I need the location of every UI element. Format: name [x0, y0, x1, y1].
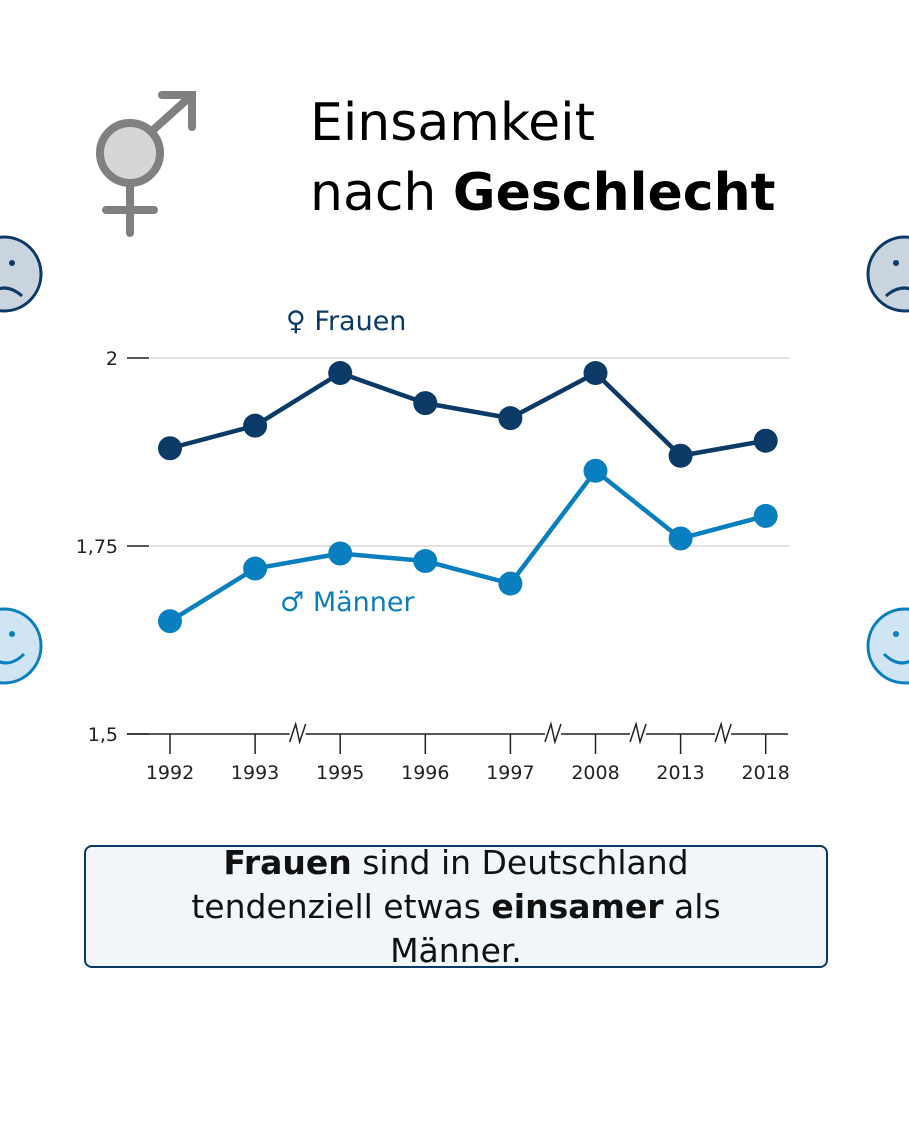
data-point-männer-2018: [753, 503, 778, 528]
x-tick-label: 1993: [231, 762, 279, 784]
y-tick-label: 1,75: [76, 536, 118, 558]
data-point-frauen-1993: [243, 413, 268, 438]
data-point-männer-2008: [583, 458, 608, 483]
x-tick-label: 1995: [316, 762, 364, 784]
data-point-männer-1996: [413, 549, 438, 574]
y-tick-label: 1,5: [88, 724, 118, 746]
sad-face-icon: [0, 235, 43, 313]
x-axis: [127, 721, 788, 745]
data-point-frauen-2013: [668, 443, 693, 468]
data-point-frauen-1995: [328, 361, 353, 386]
title-line-1: Einsamkeit: [310, 93, 595, 153]
data-point-männer-1997: [498, 571, 523, 596]
happy-face-icon: [0, 607, 43, 685]
happy-face-icon: [866, 607, 909, 685]
legend-frauen: ♀ Frauen: [286, 306, 406, 337]
x-tick-label: 2018: [742, 762, 790, 784]
page-title: Einsamkeit nach Geschlecht: [310, 88, 775, 228]
x-tick-label: 2008: [571, 762, 619, 784]
data-point-männer-2013: [668, 526, 693, 551]
data-point-männer-1993: [243, 556, 268, 581]
data-point-männer-1992: [158, 609, 182, 634]
legend-maenner: ♂ Männer: [280, 587, 415, 618]
data-point-frauen-1996: [413, 391, 438, 416]
y-tick-label: 2: [106, 348, 118, 370]
data-point-frauen-1992: [158, 436, 182, 461]
series-line-männer: [168, 468, 767, 624]
x-tick-label: 1992: [146, 762, 194, 784]
x-tick-label: 1997: [486, 762, 534, 784]
series-line-frauen: [169, 370, 767, 459]
x-tick-label: 2013: [656, 762, 704, 784]
data-point-frauen-2008: [583, 361, 608, 386]
x-tick-label: 1996: [401, 762, 449, 784]
data-point-frauen-2018: [753, 428, 778, 453]
data-point-männer-1995: [328, 541, 353, 566]
summary-box: Frauen sind in Deutschland tendenziell e…: [84, 843, 828, 970]
data-point-frauen-1997: [498, 406, 523, 431]
title-line-2: nach Geschlecht: [310, 163, 776, 223]
gender-symbol-icon: [96, 91, 196, 237]
sad-face-icon: [866, 235, 909, 313]
